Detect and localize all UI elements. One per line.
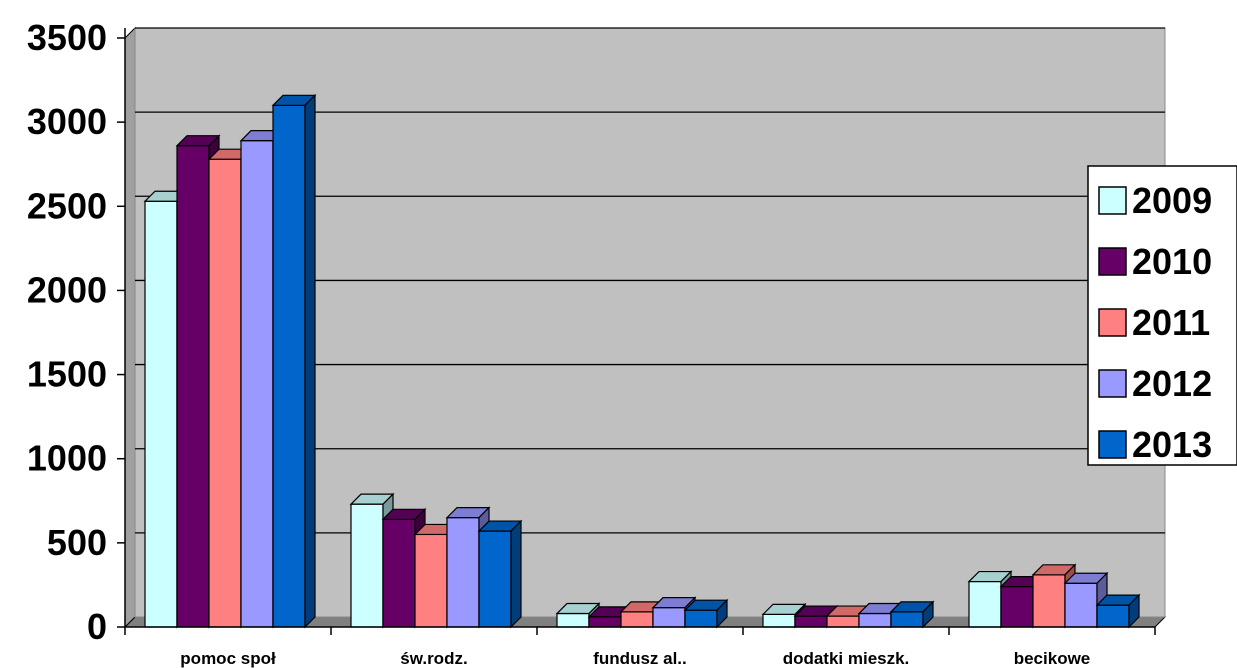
bar bbox=[477, 519, 523, 629]
legend-swatch bbox=[1098, 430, 1127, 459]
y-tick-label: 3000 bbox=[27, 101, 107, 142]
bar-front bbox=[176, 145, 210, 628]
bar-side bbox=[304, 93, 316, 629]
bar-front bbox=[350, 503, 384, 628]
legend: 2009 2010 2011 2012 2013 bbox=[1087, 165, 1237, 466]
bar bbox=[1095, 593, 1141, 629]
bar-front bbox=[652, 607, 686, 628]
bar-front bbox=[1064, 582, 1098, 628]
legend-label: 2011 bbox=[1132, 302, 1210, 343]
legend-label: 2009 bbox=[1132, 180, 1212, 221]
bar-front bbox=[382, 518, 416, 628]
bar-side bbox=[922, 600, 934, 629]
category-labels: pomoc społ św.rodz. fundusz al.. dodatki mi… bbox=[180, 649, 1090, 668]
legend-swatch bbox=[1098, 308, 1127, 337]
y-tick-label: 1500 bbox=[27, 354, 107, 395]
bar-front bbox=[414, 533, 448, 628]
bars bbox=[143, 93, 1141, 629]
bar-front bbox=[1032, 574, 1066, 628]
bar bbox=[271, 93, 317, 629]
category-label: fundusz al.. bbox=[593, 649, 687, 668]
bar-side bbox=[716, 598, 728, 629]
category-label: dodatki mieszk. bbox=[783, 649, 910, 668]
bar-front bbox=[208, 158, 242, 628]
bar-front bbox=[144, 200, 178, 628]
legend-label: 2013 bbox=[1132, 424, 1212, 465]
y-tick-labels: 0 500 1000 1500 2000 2500 3000 3500 bbox=[27, 17, 107, 647]
y-tick-label: 2000 bbox=[27, 269, 107, 310]
y-tick-label: 0 bbox=[87, 606, 107, 647]
bar bbox=[889, 600, 935, 629]
category-label: becikowe bbox=[1014, 649, 1091, 668]
bar-front bbox=[446, 517, 480, 628]
legend-swatch bbox=[1098, 186, 1127, 215]
bar-front bbox=[858, 612, 892, 628]
bar-front bbox=[620, 611, 654, 628]
bar-front bbox=[556, 612, 590, 628]
bar bbox=[683, 598, 729, 629]
bar-front bbox=[240, 140, 274, 628]
legend-swatch bbox=[1098, 247, 1127, 276]
bar-front bbox=[762, 613, 796, 628]
y-tick-label: 1000 bbox=[27, 438, 107, 479]
category-label: pomoc społ bbox=[180, 649, 276, 668]
bar-side bbox=[1128, 593, 1140, 629]
category-label: św.rodz. bbox=[400, 649, 467, 668]
side-wall bbox=[124, 26, 136, 629]
y-tick-label: 500 bbox=[47, 522, 107, 563]
bar-front bbox=[826, 615, 860, 628]
axes bbox=[117, 28, 1156, 635]
y-tick-label: 3500 bbox=[27, 17, 107, 58]
bar-front bbox=[794, 615, 828, 628]
bar-front bbox=[890, 611, 924, 628]
bar-front bbox=[478, 530, 512, 628]
bar-front bbox=[684, 609, 718, 628]
y-tick-label: 2500 bbox=[27, 185, 107, 226]
legend-swatch bbox=[1098, 369, 1127, 398]
bar-front bbox=[968, 580, 1002, 628]
bar-front bbox=[1000, 586, 1034, 628]
legend-label: 2012 bbox=[1132, 363, 1212, 404]
legend-label: 2010 bbox=[1132, 241, 1212, 282]
bar bbox=[761, 602, 807, 629]
bar-front bbox=[588, 616, 622, 628]
bar-front bbox=[272, 104, 306, 628]
bar-side bbox=[510, 519, 522, 629]
bar-front bbox=[1096, 604, 1130, 628]
